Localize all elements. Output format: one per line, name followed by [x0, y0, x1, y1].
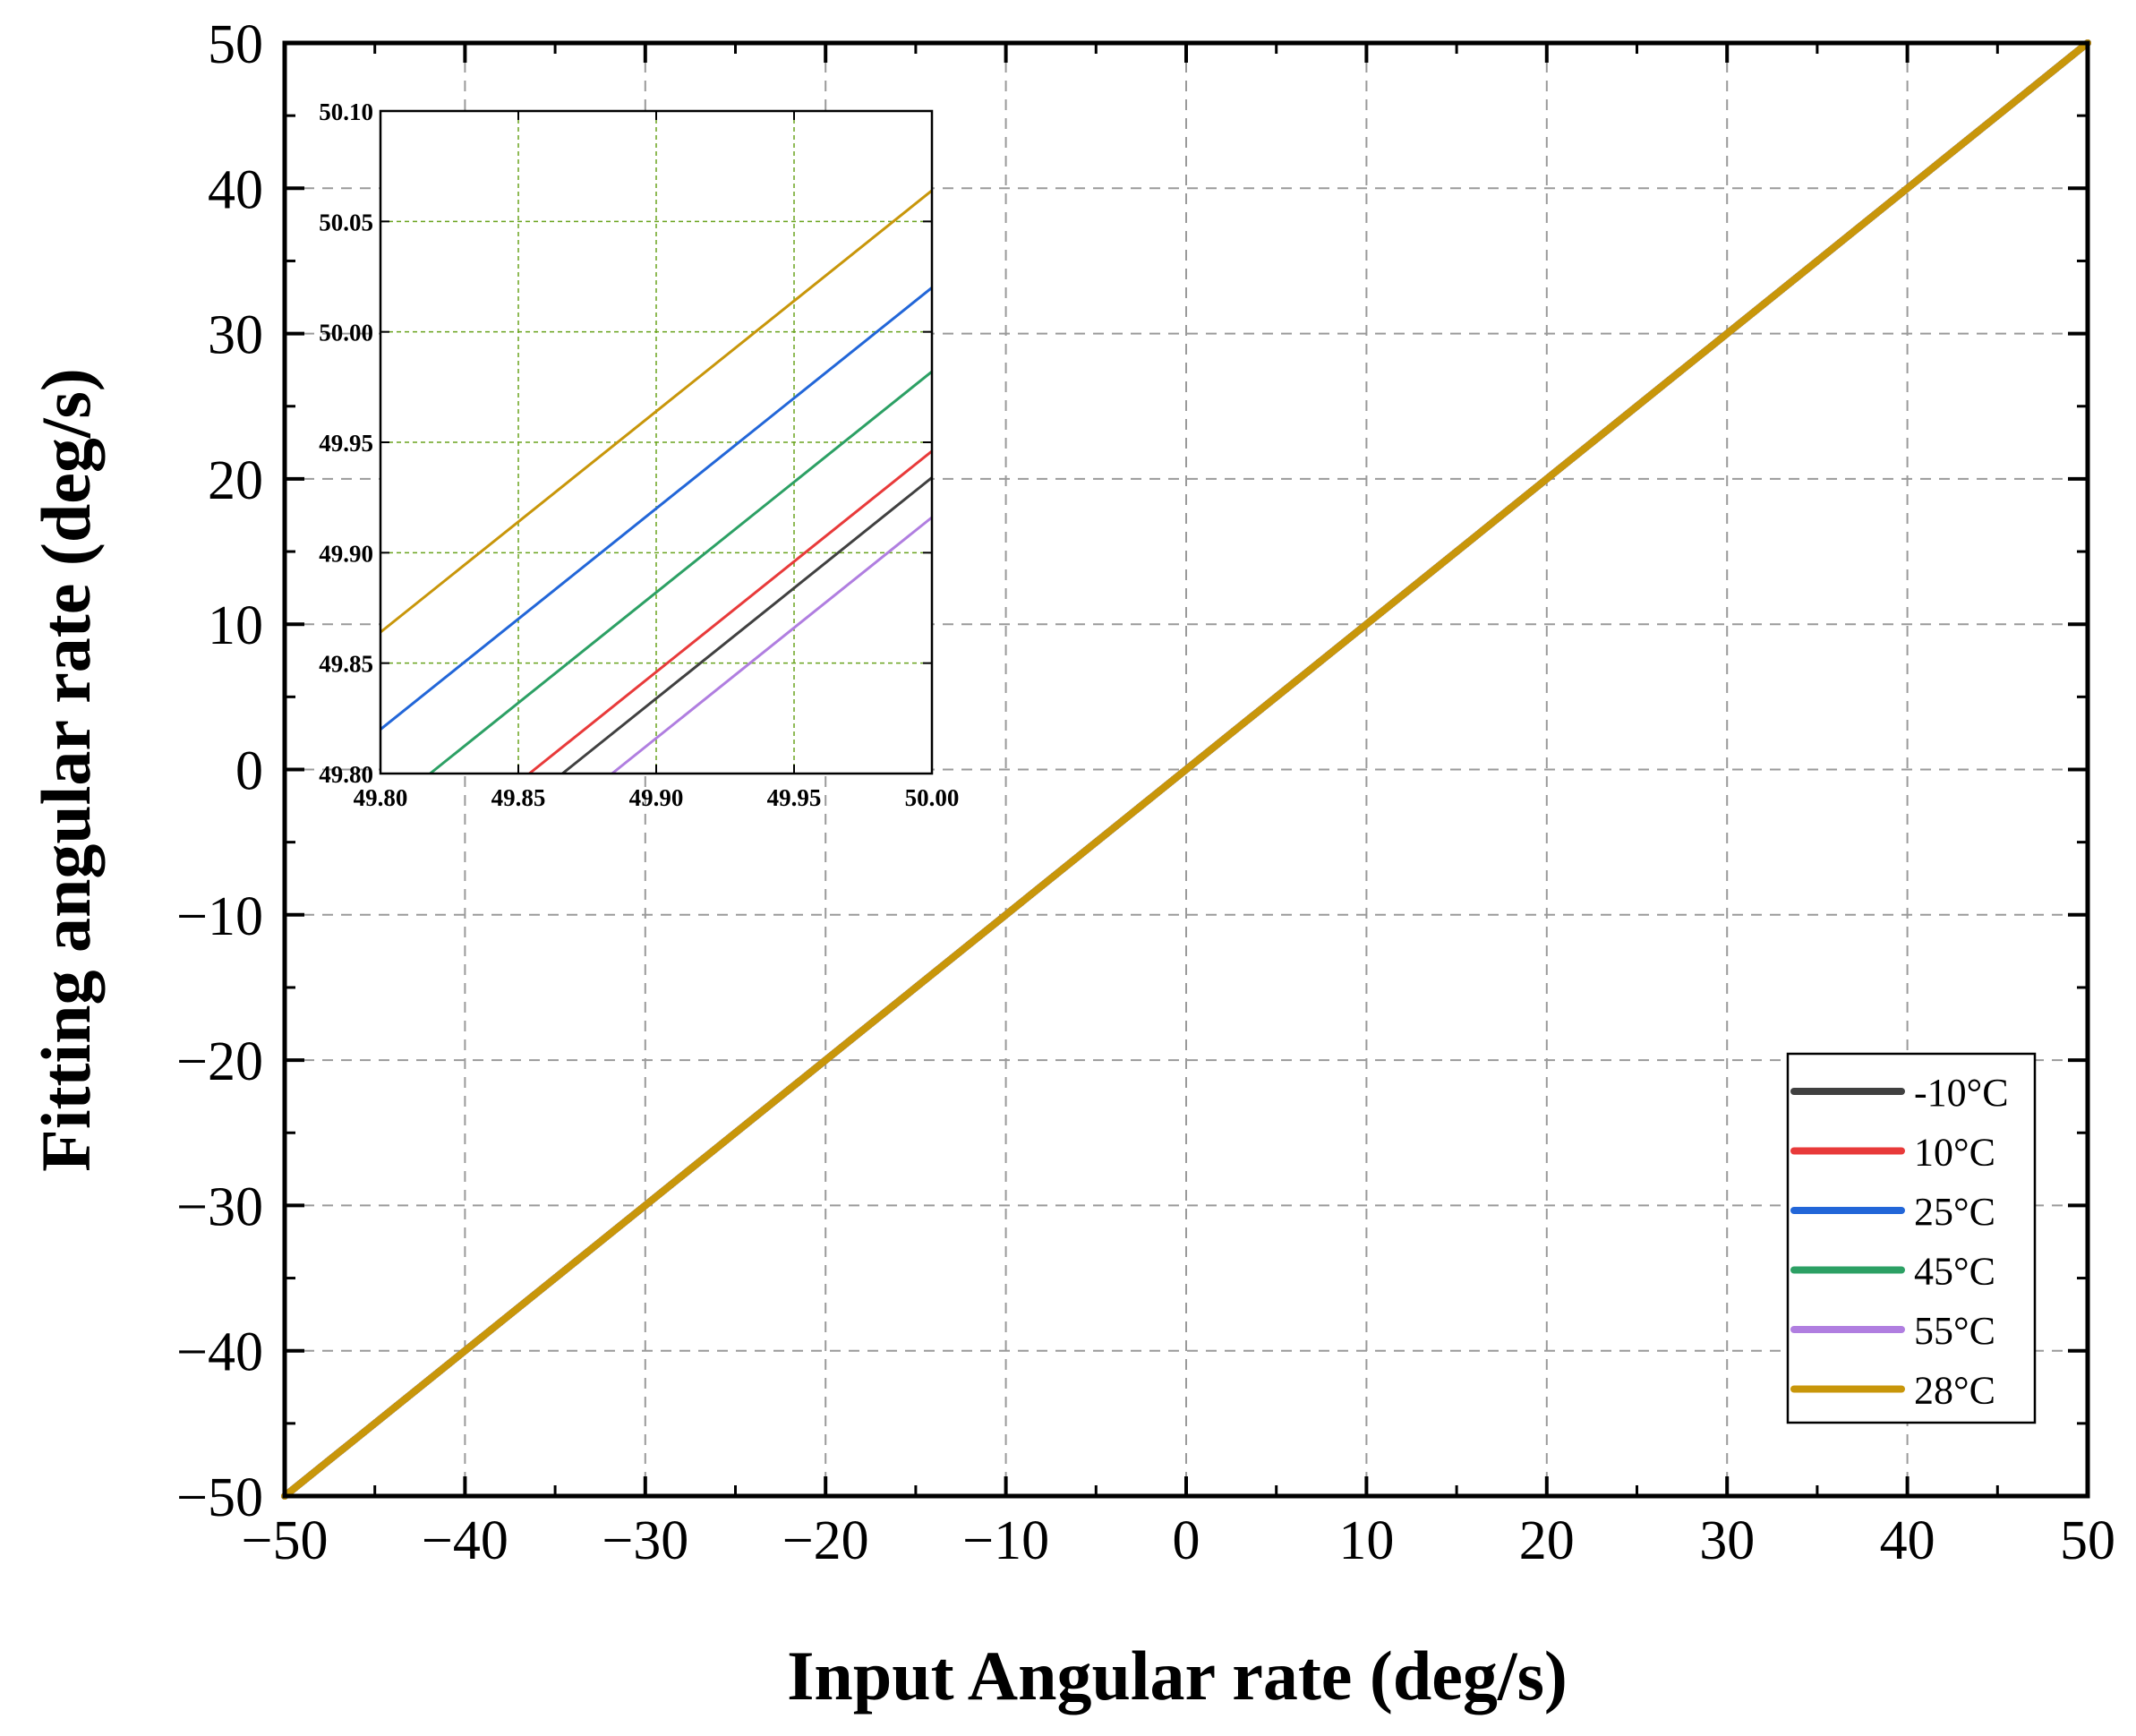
x-tick-label: 40	[1880, 1510, 1935, 1571]
inset-series-line-0	[561, 476, 933, 775]
legend-box	[1786, 1052, 2037, 1424]
inset-series-line-4	[611, 516, 933, 775]
inset-series	[380, 189, 933, 775]
legend-label-3: 45°C	[1914, 1250, 1995, 1294]
y-tick-label: 50	[208, 14, 263, 75]
main-ticks: −50 −40 −30 −20 −10 0 10 20 30 40 50 −50 −40 −30 −20 −1…	[176, 14, 2115, 1571]
legend-label-0: -10°C	[1914, 1071, 2009, 1115]
y-axis-label: Fitting angular rate (deg/s)	[27, 368, 105, 1172]
inset-y-tick-label: 50.00	[319, 320, 373, 346]
y-tick-label: 40	[208, 159, 263, 220]
x-tick-label: −30	[602, 1510, 688, 1571]
inset-y-tick-label: 49.90	[319, 540, 373, 567]
inset-x-tick-label: 50.00	[905, 784, 960, 811]
x-axis-label: Input Angular rate (deg/s)	[787, 1637, 1568, 1715]
y-tick-label: 10	[208, 595, 263, 656]
inset-x-tick-label: 49.80	[354, 784, 408, 811]
x-tick-label: −50	[242, 1510, 329, 1571]
main-series	[281, 39, 2091, 1500]
x-tick-label: 50	[2060, 1510, 2115, 1571]
inset-chart: 49.80 49.85 49.90 49.95 50.00 49.80 49.85 49.90…	[319, 98, 959, 811]
legend-label-2: 25°C	[1914, 1190, 1995, 1234]
inset-y-tick-label: 50.05	[319, 209, 373, 235]
y-tick-label: 20	[208, 450, 263, 511]
inset-x-tick-label: 49.90	[629, 784, 684, 811]
x-tick-label: −10	[962, 1510, 1049, 1571]
y-tick-label: −20	[176, 1031, 263, 1092]
x-tick-label: 0	[1173, 1510, 1200, 1571]
inset-x-tick-label: 49.85	[491, 784, 546, 811]
y-tick-label: −30	[176, 1176, 263, 1237]
x-tick-label: −40	[422, 1510, 508, 1571]
x-tick-label: 20	[1519, 1510, 1575, 1571]
y-tick-label: −50	[176, 1467, 263, 1528]
legend-label-1: 10°C	[1914, 1131, 1995, 1175]
inset-series-line-3	[429, 370, 933, 775]
x-tick-label: 30	[1699, 1510, 1755, 1571]
y-tick-label: −10	[176, 886, 263, 947]
x-tick-label: 10	[1338, 1510, 1394, 1571]
legend-label-5: 28°C	[1914, 1369, 1995, 1413]
x-tick-label: −20	[782, 1510, 869, 1571]
inset-series-line-2	[380, 286, 933, 731]
inset-x-tick-label: 49.95	[767, 784, 822, 811]
legend: -10°C 10°C 25°C 45°C 55°C 28°C	[1786, 1052, 2037, 1424]
inset-y-tick-label: 49.85	[319, 651, 373, 678]
inset-series-line-5	[380, 189, 933, 634]
inset-y-tick-label: 49.80	[319, 761, 373, 788]
inset-grid	[380, 111, 932, 774]
y-tick-label: −40	[176, 1322, 263, 1383]
main-series-line-5	[281, 39, 2091, 1500]
inset-y-tick-label: 49.95	[319, 430, 373, 457]
y-tick-label: 30	[208, 305, 263, 366]
legend-label-4: 55°C	[1914, 1309, 1995, 1353]
y-tick-label: 0	[235, 741, 263, 802]
inset-ticks: 49.80 49.85 49.90 49.95 50.00 49.80 49.85 49.90…	[319, 98, 959, 811]
inset-series-line-1	[528, 449, 933, 775]
inset-y-tick-label: 50.10	[319, 98, 373, 125]
